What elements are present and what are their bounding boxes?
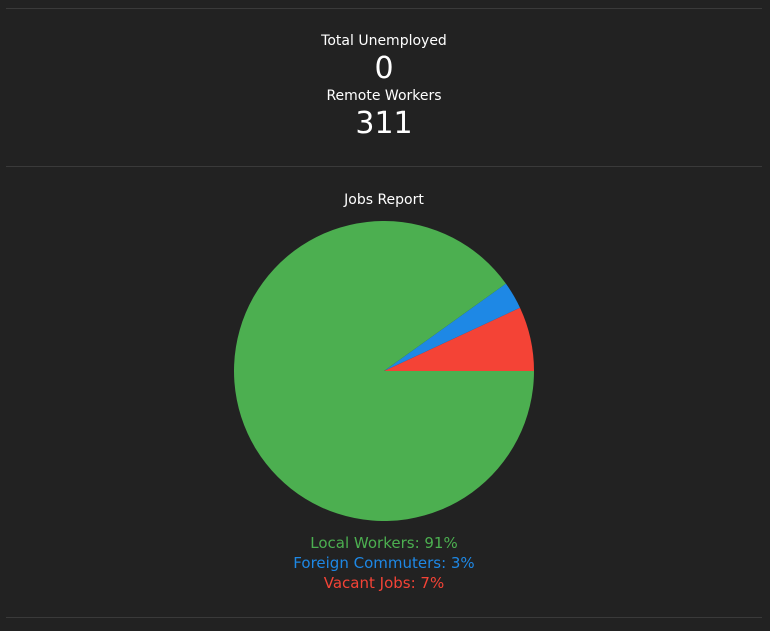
remote-workers-label: Remote Workers	[326, 88, 442, 104]
pie-slice-local-workers	[234, 221, 534, 521]
total-unemployed-value: 0	[374, 51, 394, 86]
legend-item-foreign-commuters: Foreign Commuters: 3%	[293, 554, 475, 572]
pie-chart	[234, 221, 534, 521]
top-divider	[6, 8, 762, 9]
report-title: Jobs Report	[344, 192, 424, 208]
total-unemployed-label: Total Unemployed	[321, 33, 447, 49]
pie-slice-foreign-commuters	[384, 283, 521, 371]
stats-panel: Total Unemployed 0 Remote Workers 311	[6, 9, 762, 166]
pie-chart-container	[6, 221, 762, 521]
legend-item-vacant-jobs: Vacant Jobs: 7%	[323, 574, 445, 592]
jobs-report-panel: Jobs Report Local Workers: 91% Foreign Co…	[6, 167, 762, 617]
remote-workers-value: 311	[355, 106, 413, 141]
chart-legend: Local Workers: 91% Foreign Commuters: 3% V…	[6, 533, 762, 593]
pie-slice-vacant-jobs	[384, 307, 534, 371]
middle-divider	[6, 166, 762, 167]
legend-item-local-workers: Local Workers: 91%	[310, 534, 458, 552]
bottom-divider	[6, 617, 762, 618]
